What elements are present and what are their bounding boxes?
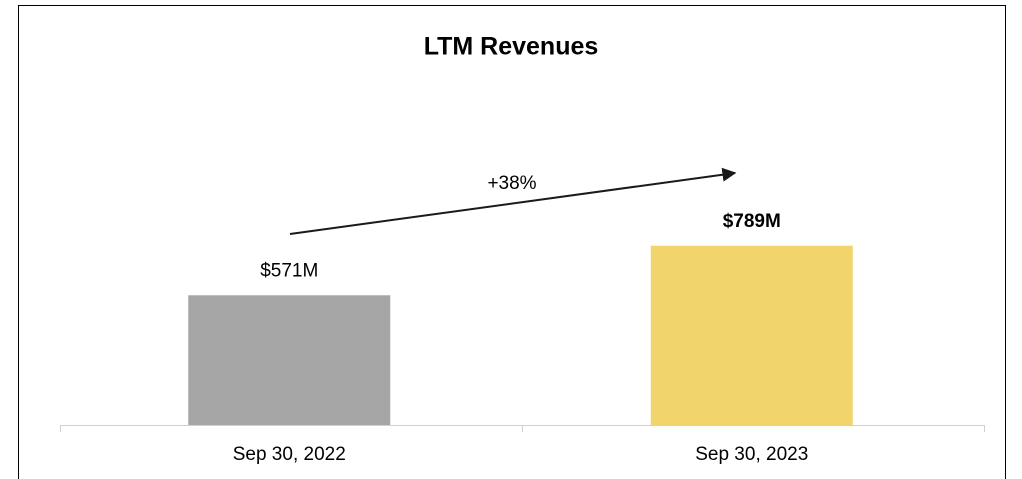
frame: [18, 5, 1006, 479]
growth-arrow: [289, 167, 737, 235]
x-tick-label: Sep 30, 2022: [233, 444, 346, 465]
value-label: $789M: [723, 211, 781, 232]
growth-annotation: +38%: [487, 173, 536, 194]
bar: [650, 245, 853, 425]
value-label: $571M: [260, 260, 318, 281]
chart-title: LTM Revenues: [424, 33, 599, 61]
bar: [188, 295, 391, 425]
x-tick-label: Sep 30, 2023: [695, 444, 808, 465]
